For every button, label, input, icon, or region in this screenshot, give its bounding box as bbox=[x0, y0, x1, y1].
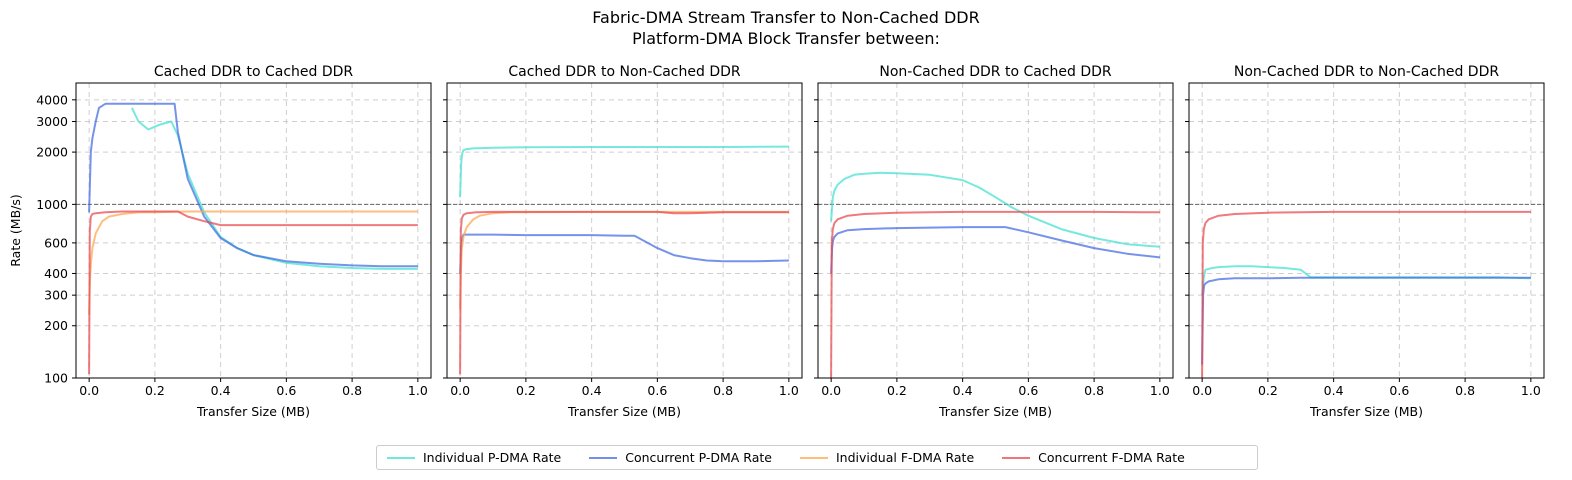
series-line-concurrent-p-dma-rate bbox=[1201, 276, 1531, 365]
legend-item: Individual F-DMA Rate bbox=[799, 450, 975, 465]
legend-label: Concurrent F-DMA Rate bbox=[1038, 450, 1185, 465]
x-tick-label: 0.8 bbox=[1084, 383, 1104, 398]
x-tick-label: 0.2 bbox=[887, 383, 907, 398]
axes-frame bbox=[817, 82, 1174, 379]
x-axis-label: Transfer Size (MB) bbox=[938, 404, 1052, 419]
x-axis-label: Transfer Size (MB) bbox=[196, 404, 310, 419]
x-tick-label: 1.0 bbox=[1521, 383, 1541, 398]
panel-title: Cached DDR to Non-Cached DDR bbox=[508, 64, 741, 80]
figure-title: Fabric-DMA Stream Transfer to Non-Cached… bbox=[592, 8, 980, 27]
y-tick-label: 1000 bbox=[36, 197, 68, 212]
x-tick-label: 0.6 bbox=[647, 383, 667, 398]
series-line-individual-p-dma-rate bbox=[1201, 265, 1531, 296]
x-tick-label: 0.6 bbox=[1018, 383, 1038, 398]
x-tick-label: 0.2 bbox=[145, 383, 165, 398]
y-tick-label: 400 bbox=[44, 266, 68, 281]
y-tick-label: 200 bbox=[44, 318, 68, 333]
panel-4: 0.0 0.2 0.4 0.6 0.8 1.0 Non-Cached DDR to Non-… bbox=[1185, 64, 1545, 419]
series-line-individual-p-dma-rate bbox=[830, 171, 1160, 248]
panel-title: Non-Cached DDR to Non-Cached DDR bbox=[1234, 64, 1499, 80]
legend-swatch bbox=[387, 456, 415, 459]
series-line-concurrent-p-dma-rate bbox=[459, 233, 789, 274]
figure-subtitle: Platform-DMA Block Transfer between: bbox=[632, 29, 940, 48]
panel-3: 0.0 0.2 0.4 0.6 0.8 1.0 Non-Cached DDR to Cach… bbox=[814, 64, 1174, 419]
legend-label: Individual F-DMA Rate bbox=[835, 450, 975, 465]
x-tick-label: 0.4 bbox=[1324, 383, 1344, 398]
y-tick-label: 4000 bbox=[36, 92, 68, 107]
legend-item: Individual P-DMA Rate bbox=[387, 450, 561, 465]
x-tick-label: 0.2 bbox=[516, 383, 536, 398]
legend-swatch bbox=[589, 456, 618, 459]
axes-frame bbox=[446, 82, 803, 379]
legend-item: Concurrent P-DMA Rate bbox=[589, 450, 772, 465]
x-tick-label: 1.0 bbox=[779, 383, 799, 398]
legend: Individual P-DMA Rate Concurrent P-DMA Ra… bbox=[376, 445, 1258, 470]
panel-title: Non-Cached DDR to Cached DDR bbox=[879, 64, 1112, 80]
series-line-concurrent-f-dma-rate bbox=[830, 210, 1160, 379]
panel-2: 0.0 0.2 0.4 0.6 0.8 1.0 Cached DDR to Non-Cach… bbox=[443, 64, 803, 419]
x-tick-label: 0.6 bbox=[1389, 383, 1409, 398]
x-tick-label: 0.8 bbox=[342, 383, 362, 398]
series-line-individual-f-dma-rate bbox=[88, 210, 418, 316]
y-tick-label: 3000 bbox=[36, 114, 68, 129]
x-axis-label: Transfer Size (MB) bbox=[567, 404, 681, 419]
panel-1: 0.0 0.2 0.4 0.6 0.8 1.0 100 200 300 400 600 1000 200… bbox=[36, 64, 432, 419]
x-tick-label: 0.2 bbox=[1258, 383, 1278, 398]
series-line-concurrent-f-dma-rate bbox=[88, 210, 418, 375]
y-tick-label: 2000 bbox=[36, 145, 68, 160]
x-axis-label: Transfer Size (MB) bbox=[1309, 404, 1423, 419]
series-line-concurrent-p-dma-rate bbox=[88, 102, 418, 268]
x-tick-label: 1.0 bbox=[408, 383, 428, 398]
y-axis-label: Rate (MB/s) bbox=[8, 194, 23, 266]
x-tick-label: 0.4 bbox=[953, 383, 973, 398]
legend-swatch bbox=[1002, 456, 1031, 459]
y-tick-label: 300 bbox=[44, 288, 68, 303]
y-tick-label: 100 bbox=[44, 371, 68, 386]
axes-frame bbox=[1188, 82, 1545, 379]
series-line-individual-p-dma-rate bbox=[459, 145, 789, 198]
x-tick-label: 0.8 bbox=[1455, 383, 1475, 398]
x-tick-label: 0.0 bbox=[821, 383, 841, 398]
x-tick-label: 0.0 bbox=[450, 383, 470, 398]
series-line-concurrent-p-dma-rate bbox=[830, 226, 1161, 274]
legend-swatch bbox=[799, 456, 828, 459]
chart-svg: 0.0 0.2 0.4 0.6 0.8 1.0 100 200 300 400 600 1000 200… bbox=[8, 64, 1545, 419]
y-tick-label: 600 bbox=[44, 235, 68, 250]
legend-label: Individual P-DMA Rate bbox=[423, 450, 562, 465]
x-tick-label: 0.4 bbox=[211, 383, 231, 398]
series-line-concurrent-f-dma-rate bbox=[1201, 210, 1531, 379]
x-tick-label: 0.6 bbox=[276, 383, 296, 398]
axes-frame bbox=[75, 82, 432, 379]
series-line-concurrent-f-dma-rate bbox=[459, 210, 789, 375]
panel-title: Cached DDR to Cached DDR bbox=[154, 64, 354, 80]
series-line-individual-p-dma-rate bbox=[130, 107, 418, 270]
legend-label: Concurrent P-DMA Rate bbox=[625, 450, 772, 465]
x-tick-label: 0.8 bbox=[713, 383, 733, 398]
x-tick-label: 0.0 bbox=[1192, 383, 1212, 398]
x-tick-label: 1.0 bbox=[1150, 383, 1170, 398]
x-tick-label: 0.4 bbox=[582, 383, 602, 398]
x-tick-label: 0.0 bbox=[79, 383, 99, 398]
legend-item: Concurrent F-DMA Rate bbox=[1002, 450, 1185, 465]
